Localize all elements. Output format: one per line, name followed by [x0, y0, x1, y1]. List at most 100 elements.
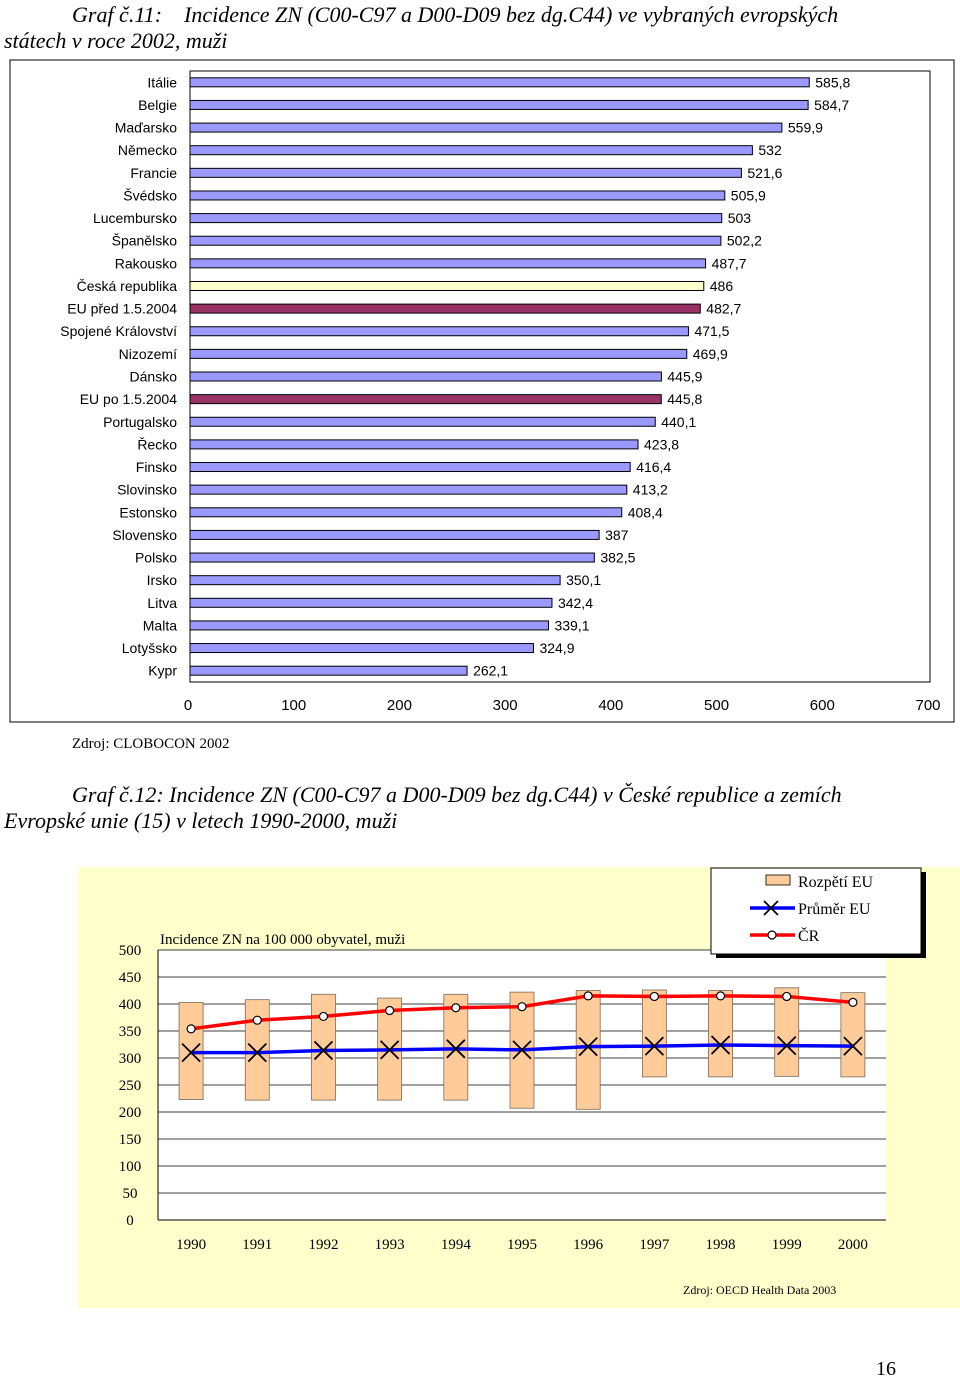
cz-marker [186, 1024, 196, 1034]
category-label: Řecko [137, 436, 177, 452]
y-tick-label: 300 [119, 1051, 142, 1067]
data-label: 471,5 [694, 323, 729, 339]
x-tick-label: 200 [387, 697, 412, 714]
data-label: 487,7 [712, 255, 747, 271]
eu-mean-marker [247, 1042, 267, 1063]
eu-mean-marker-stroke [313, 1040, 334, 1061]
data-label: 382,5 [600, 550, 635, 566]
eu-mean-marker [710, 1035, 731, 1055]
bar-17 [189, 462, 631, 473]
bar-12 [189, 348, 688, 359]
y-tick-label: 350 [119, 1024, 142, 1040]
x-tick-label: 1999 [772, 1237, 802, 1253]
data-label: 486 [710, 278, 734, 294]
eu-mean-marker-stroke [446, 1039, 466, 1059]
x-tick-label: 0 [184, 697, 192, 714]
x-tick-label: 1993 [375, 1237, 405, 1253]
eu-mean-marker [777, 1035, 797, 1056]
eu-mean-marker-stroke [644, 1036, 665, 1056]
category-label: Francie [130, 165, 177, 181]
legend-cz-marker [767, 930, 777, 940]
bar-22 [189, 575, 561, 586]
x-tick-label: 1990 [176, 1237, 206, 1253]
line-chart: 0 50 100 150 200 250 300 350 400 450 500 1990 1991 19… [78, 867, 960, 1308]
data-label: 502,2 [727, 233, 762, 249]
bar-21 [189, 552, 595, 563]
x-tick-label: 100 [281, 697, 306, 714]
eu-mean-marker [446, 1039, 466, 1059]
range-band-1997 [641, 989, 667, 1078]
range-band-1996 [575, 990, 601, 1110]
data-label: 324,9 [539, 640, 574, 656]
category-label: Belgie [138, 97, 177, 113]
data-label: 532 [758, 142, 782, 158]
cz-marker [517, 1002, 527, 1012]
bar-16 [189, 439, 639, 450]
bar-13 [189, 371, 662, 382]
x-tick-label: 400 [598, 697, 623, 714]
cz-marker [848, 997, 858, 1007]
bar-7 [189, 235, 722, 246]
data-label: 350,1 [566, 572, 601, 588]
eu-mean-marker [181, 1042, 201, 1063]
y-tick-label: 450 [119, 970, 142, 986]
data-label: 416,4 [636, 459, 671, 475]
x-tick-label: 1996 [573, 1237, 604, 1253]
category-label: Slovensko [112, 527, 177, 543]
category-label: EU po 1.5.2004 [80, 391, 178, 407]
data-label: 440,1 [661, 414, 696, 430]
cz-marker [583, 991, 593, 1001]
data-label: 559,9 [788, 120, 823, 136]
x-tick-label: 600 [810, 697, 835, 714]
y-tick-label: 400 [119, 997, 142, 1013]
y-tick-label: 200 [119, 1105, 142, 1121]
bar-9 [189, 280, 705, 291]
y-tick-label: 150 [119, 1132, 142, 1148]
category-label: Finsko [136, 459, 177, 475]
category-label: Slovinsko [117, 482, 177, 498]
eu-mean-marker-stroke [710, 1035, 731, 1055]
category-label: Česká republika [77, 278, 178, 294]
bar-19 [189, 507, 623, 518]
data-label: 521,6 [747, 165, 782, 181]
bar-20 [189, 529, 600, 540]
cz-marker [252, 1015, 262, 1025]
category-label: Estonsko [119, 504, 177, 520]
category-label: Kypr [148, 663, 177, 679]
data-label: 503 [728, 210, 752, 226]
bar-2 [189, 122, 783, 133]
chart1-title-prefix: Graf č.11: [72, 2, 163, 27]
category-label: Lotyšsko [122, 640, 177, 656]
y-tick-label: 100 [119, 1159, 142, 1175]
cz-marker [385, 1005, 395, 1016]
x-tick-label: 1995 [507, 1237, 537, 1253]
legend-label-cz: ČR [798, 926, 820, 945]
eu-mean-marker-stroke [379, 1040, 400, 1060]
bar-chart: Itálie 585,8 Belgie 584,7 Maďarsko 559,9 Němec… [9, 59, 955, 723]
cz-marker [782, 991, 792, 1002]
data-label: 505,9 [731, 187, 766, 203]
data-label: 408,4 [628, 504, 663, 520]
category-label: Švédsko [123, 187, 177, 203]
bar-26 [189, 665, 468, 676]
y-tick-label: 500 [119, 943, 142, 959]
cz-marker [451, 1003, 461, 1013]
chart1-source: Zdroj: CLOBOCON 2002 [72, 736, 230, 752]
bar-1 [189, 99, 809, 110]
chart2-source: Zdroj: OECD Health Data 2003 [683, 1283, 837, 1297]
data-label: 584,7 [814, 97, 849, 113]
chart2-title: Graf č.12: Incidence ZN (C00-C97 a D00-D… [4, 782, 956, 834]
eu-mean-marker [843, 1036, 863, 1056]
category-label: Rakousko [115, 255, 177, 271]
bar-6 [189, 213, 723, 224]
category-label: Malta [143, 617, 177, 633]
category-label: Spojené Království [60, 323, 177, 339]
chart1-title-line2: státech v roce 2002, muži [4, 28, 228, 53]
data-label: 262,1 [473, 663, 508, 679]
category-label: Dánsko [130, 369, 178, 385]
legend-swatch-range [765, 874, 791, 886]
page-number: 16 [876, 1358, 896, 1380]
data-label: 423,8 [644, 436, 679, 452]
cz-marker [318, 1011, 329, 1022]
eu-mean-marker [379, 1040, 400, 1060]
